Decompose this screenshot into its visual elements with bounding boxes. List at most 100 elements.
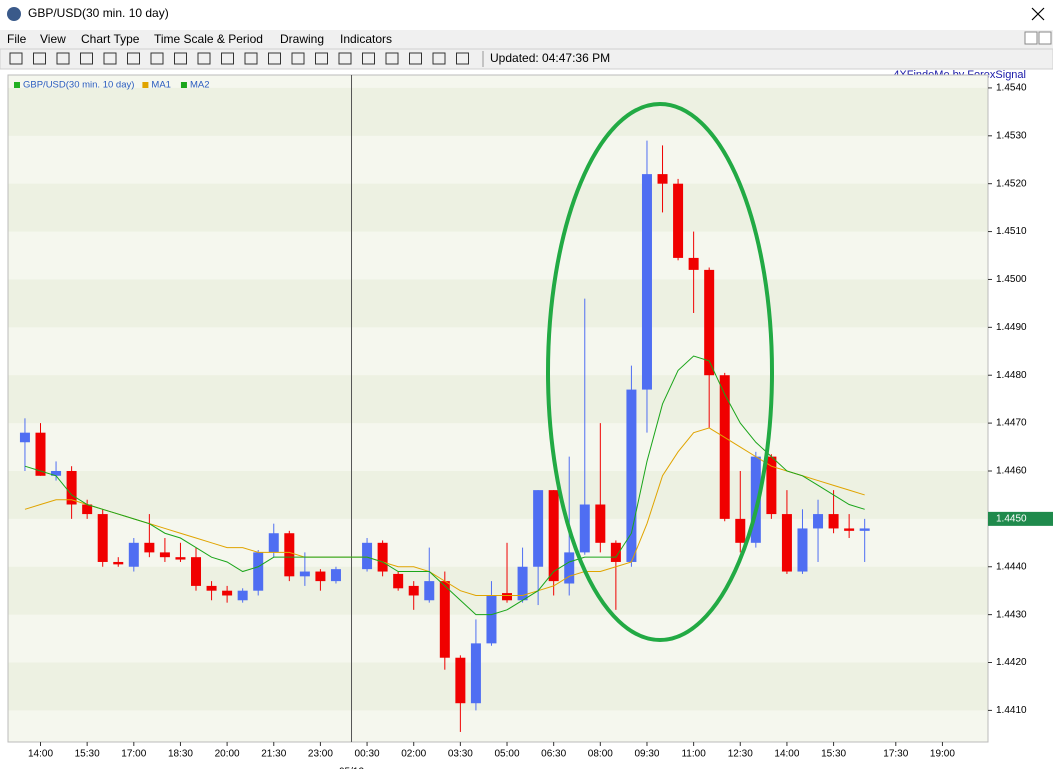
y-tick-label: 1.4540 — [996, 83, 1027, 94]
y-tick-label: 1.4520 — [996, 178, 1027, 189]
plot-frame — [7, 74, 989, 743]
x-tick-label: 14:00 — [774, 749, 799, 760]
tool-button[interactable] — [409, 52, 422, 65]
candle-body — [579, 504, 590, 553]
x-tick-label: 20:00 — [215, 749, 240, 760]
candle-body — [362, 542, 373, 570]
window-title: GBP/USD(30 min. 10 day) — [28, 6, 169, 20]
tool-button[interactable] — [127, 52, 140, 65]
candle-body — [455, 657, 466, 704]
tool-button[interactable] — [197, 52, 211, 65]
tool-button[interactable] — [56, 52, 70, 65]
tool-button[interactable] — [315, 52, 328, 65]
tool-button[interactable] — [33, 52, 46, 65]
candle-body — [144, 542, 155, 553]
tool-button[interactable] — [432, 52, 446, 65]
candle-body — [735, 518, 746, 543]
x-tick-label: 15:30 — [75, 749, 100, 760]
candle-body — [502, 593, 513, 601]
candle-body — [97, 514, 108, 562]
candle-body — [766, 456, 777, 515]
candle-body — [191, 557, 202, 586]
x-tick-label: 09:30 — [634, 749, 659, 760]
last-price-label: 1.4450 — [996, 514, 1027, 525]
app-icon — [7, 7, 21, 21]
y-tick-label: 1.4440 — [996, 561, 1027, 572]
candle-body — [19, 432, 30, 443]
candle-body — [828, 514, 839, 529]
x-tick-label: 18:30 — [168, 749, 193, 760]
menu-item[interactable]: Indicators — [340, 32, 392, 46]
tool-button[interactable] — [456, 52, 469, 65]
x-tick-label: 08:00 — [588, 749, 613, 760]
legend-swatch — [180, 82, 187, 88]
candle-body — [268, 533, 279, 553]
tool-button[interactable] — [338, 52, 352, 65]
candle-body — [564, 552, 575, 584]
candle-body — [470, 643, 481, 704]
x-tick-label: 06:30 — [541, 749, 566, 760]
restore-button[interactable] — [1038, 31, 1052, 45]
band — [8, 375, 988, 424]
minimize-button[interactable] — [1024, 31, 1038, 45]
candle-body — [688, 257, 699, 270]
legend-label: MA1 — [151, 80, 171, 91]
tool-button[interactable] — [268, 52, 281, 65]
highlight-ellipse — [546, 102, 774, 642]
menu-item[interactable]: Chart Type — [81, 32, 140, 46]
candle-body — [377, 542, 388, 572]
candle-body — [641, 174, 652, 390]
tool-button[interactable] — [244, 52, 258, 65]
candle-body — [533, 490, 544, 567]
band — [8, 183, 988, 232]
candle-body — [253, 552, 264, 591]
candle-body — [393, 573, 404, 589]
candle-body — [657, 174, 668, 184]
toolbar-icons — [9, 52, 469, 65]
x-tick-label: 11:00 — [681, 749, 706, 760]
candle-body — [844, 528, 855, 531]
tool-button[interactable] — [362, 52, 375, 65]
close-button[interactable] — [1031, 7, 1045, 21]
legend-swatch — [142, 82, 149, 88]
candle-body — [704, 269, 715, 376]
candle-body — [595, 504, 606, 543]
tool-button[interactable] — [174, 52, 187, 65]
menu-item[interactable]: Drawing — [280, 32, 324, 46]
tool-button[interactable] — [9, 52, 23, 65]
tool-button[interactable] — [385, 52, 399, 65]
candle-body — [206, 585, 217, 591]
tool-button[interactable] — [221, 52, 234, 65]
menu-item[interactable]: View — [40, 32, 66, 46]
y-tick-label: 1.4470 — [996, 418, 1027, 429]
legend-label: MA2 — [190, 80, 210, 91]
legend-label: GBP/USD(30 min. 10 day) — [23, 80, 134, 91]
title-bar — [0, 0, 1053, 29]
tool-button[interactable] — [150, 52, 164, 65]
tool-button[interactable] — [103, 52, 117, 65]
candle-body — [626, 389, 637, 562]
x-tick-label: 17:00 — [121, 749, 146, 760]
candle-body — [51, 470, 62, 476]
status-text: Updated: 04:47:36 PM — [490, 51, 610, 65]
candle-body — [175, 557, 186, 560]
menu-item[interactable]: File — [7, 32, 27, 46]
candle-body — [113, 561, 124, 565]
y-tick-label: 1.4510 — [996, 226, 1027, 237]
candle-body — [859, 528, 870, 531]
candle-body — [222, 590, 233, 596]
x-tick-label: 14:00 — [28, 749, 53, 760]
candle-body — [408, 585, 419, 596]
tool-button[interactable] — [80, 52, 93, 65]
y-tick-label: 1.4480 — [996, 370, 1027, 381]
candle-body — [237, 590, 248, 601]
candle-body — [610, 542, 621, 562]
moving-average — [24, 355, 865, 616]
date-marker-label: 05/12 — [339, 767, 364, 769]
candle-body — [719, 375, 730, 519]
menu-item[interactable]: Time Scale & Period — [154, 32, 263, 46]
tool-button[interactable] — [291, 52, 305, 65]
legend-swatch — [14, 82, 20, 88]
y-tick-label: 1.4460 — [996, 466, 1027, 477]
